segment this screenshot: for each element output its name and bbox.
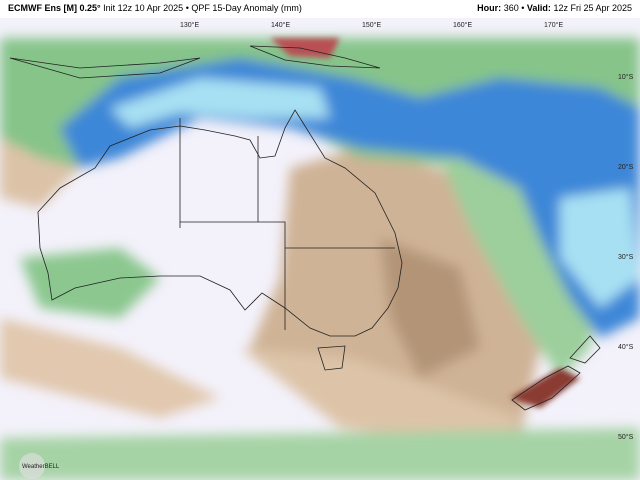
separator: • <box>521 3 525 13</box>
product: QPF 15-Day Anomaly (mm) <box>191 3 302 13</box>
coastlines <box>9 45 601 411</box>
anomaly-field <box>0 38 640 480</box>
latitude-labels: 10°S 20°S 30°S 40°S 50°S <box>618 73 634 441</box>
hour-value: 360 <box>503 3 519 13</box>
header-left: ECMWF Ens [M] 0.25° Init 12z 10 Apr 2025… <box>8 3 302 13</box>
longitude-label: 170°E <box>544 21 563 29</box>
hour-label: Hour: <box>477 3 502 13</box>
valid-value: 12z Fri 25 Apr 2025 <box>553 3 632 13</box>
longitude-labels: 130°E 140°E 150°E 160°E 170°E <box>180 21 563 29</box>
logo-mark <box>19 453 45 479</box>
header: ECMWF Ens [M] 0.25° Init 12z 10 Apr 2025… <box>0 0 640 18</box>
longitude-label: 150°E <box>362 21 381 29</box>
init-time: Init 12z 10 Apr 2025 <box>103 3 184 13</box>
valid-label: Valid: <box>526 3 551 13</box>
longitude-label: 130°E <box>180 21 199 29</box>
latitude-label: 40°S <box>618 343 634 351</box>
longitude-label: 160°E <box>453 21 472 29</box>
latitude-label: 50°S <box>618 433 634 441</box>
longitude-label: 140°E <box>271 21 290 29</box>
separator: • <box>185 3 189 13</box>
logo: WeatherBELL <box>22 464 60 470</box>
latitude-label: 10°S <box>618 73 634 81</box>
latitude-label: 20°S <box>618 163 634 171</box>
map: 130°E 140°E 150°E 160°E 170°E 10°S 20°S 30°S 40… <box>0 18 640 480</box>
header-right: Hour: 360 • Valid: 12z Fri 25 Apr 2025 <box>477 3 632 13</box>
model-name: ECMWF Ens [M] 0.25° <box>8 3 101 13</box>
latitude-label: 30°S <box>618 253 634 261</box>
